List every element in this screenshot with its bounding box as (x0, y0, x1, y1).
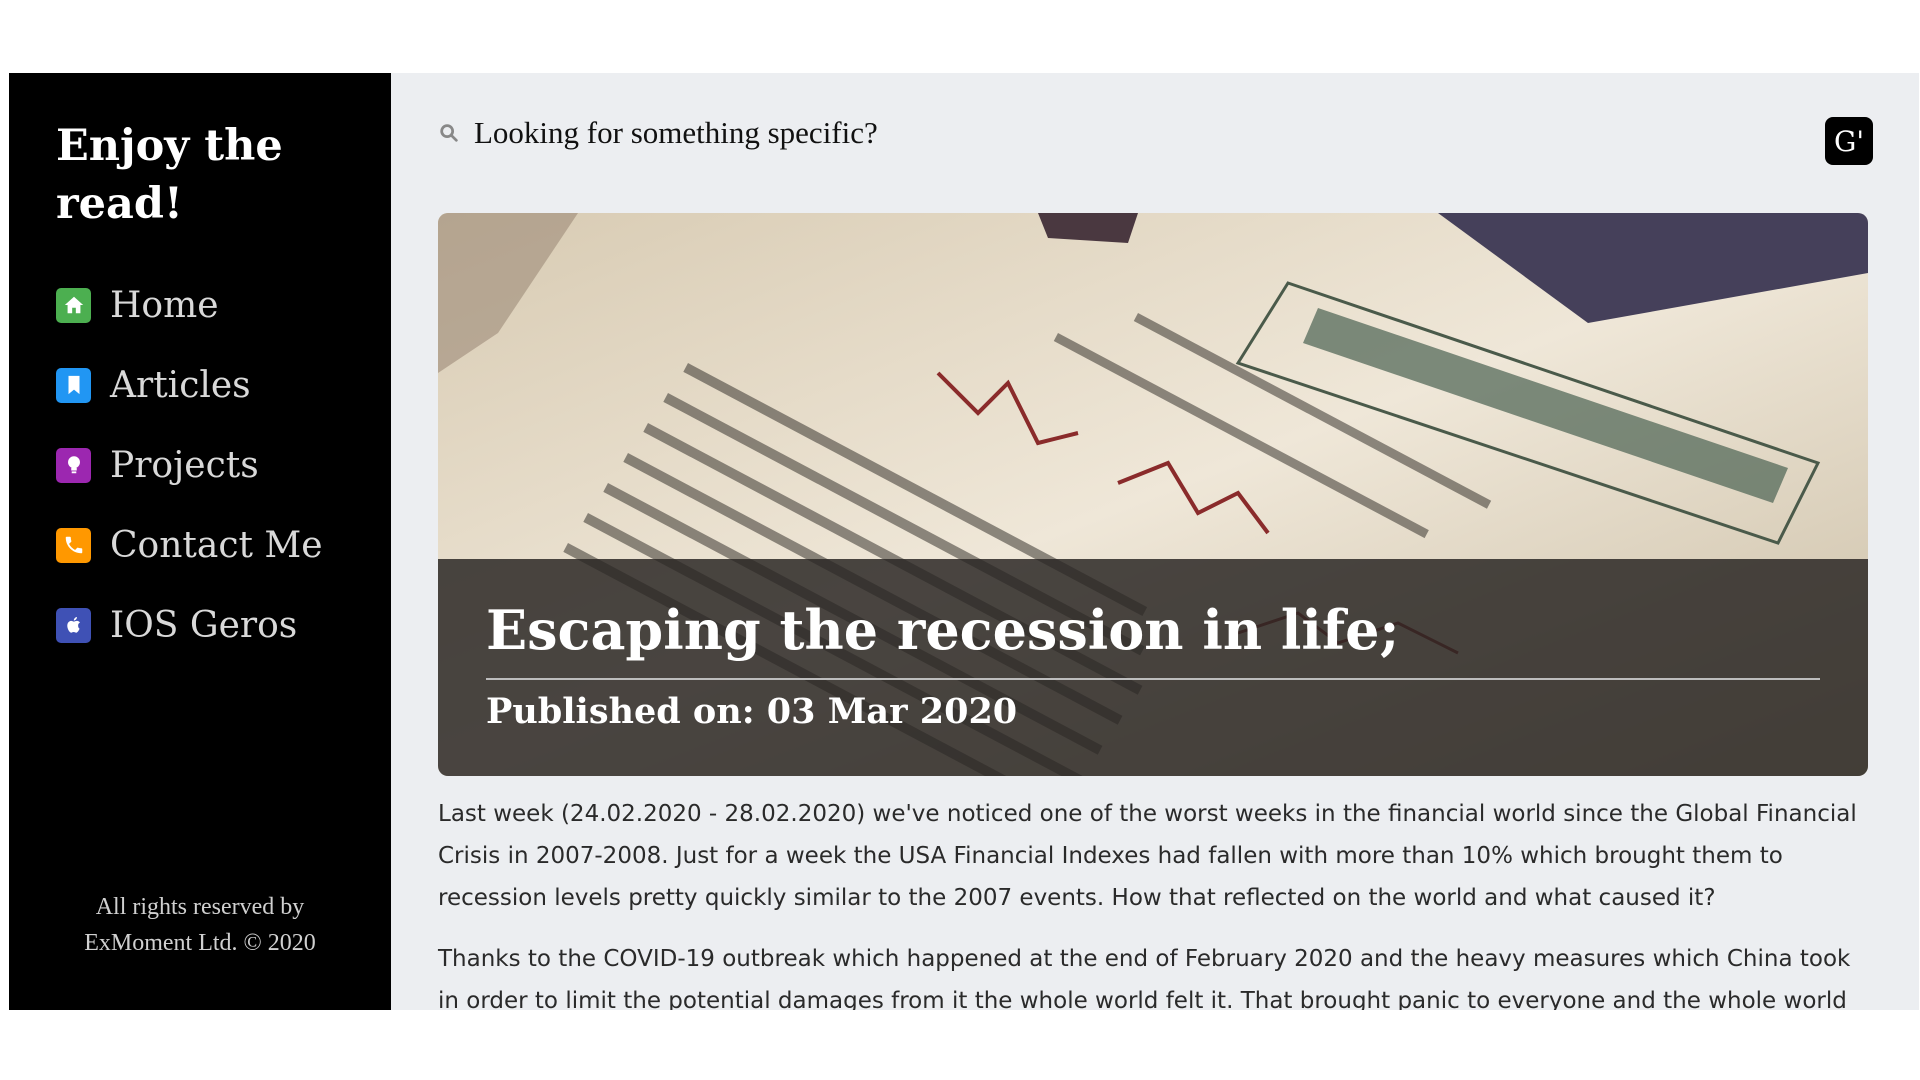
sidebar-item-projects[interactable]: Projects (56, 439, 323, 491)
sidebar-item-label: Projects (110, 444, 259, 486)
sidebar-item-label: IOS Geros (110, 604, 298, 646)
profile-badge-button[interactable]: G' (1825, 117, 1873, 165)
main-content: Looking for something specific? G' (391, 73, 1919, 1010)
app-window: Enjoy the read! Home Articles Projects (9, 73, 1919, 1010)
sidebar-item-contact[interactable]: Contact Me (56, 519, 323, 571)
home-icon (56, 287, 91, 323)
hero-banner[interactable]: Escaping the recession in life; Publishe… (438, 213, 1868, 776)
sidebar-item-ios-geros[interactable]: IOS Geros (56, 599, 323, 651)
article-paragraph: Last week (24.02.2020 - 28.02.2020) we'v… (438, 801, 1857, 911)
publish-date: Published on: 03 Mar 2020 (486, 691, 1018, 732)
search-bar[interactable]: Looking for something specific? (438, 115, 878, 151)
bookmark-icon (56, 367, 91, 403)
article-body: Last week (24.02.2020 - 28.02.2020) we'v… (438, 793, 1868, 1010)
sidebar-item-home[interactable]: Home (56, 279, 323, 331)
search-input[interactable]: Looking for something specific? (474, 115, 878, 150)
brand-title: Enjoy the read! (56, 121, 283, 229)
sidebar-item-label: Home (110, 284, 219, 326)
phone-icon (56, 527, 91, 563)
sidebar-item-label: Articles (110, 364, 251, 406)
sidebar-item-articles[interactable]: Articles (56, 359, 323, 411)
search-icon (440, 124, 458, 142)
hero-overlay (438, 559, 1868, 776)
sidebar-footer: All rights reserved by ExMoment Ltd. © 2… (9, 889, 391, 961)
apple-icon (56, 607, 91, 643)
sidebar-item-label: Contact Me (110, 524, 323, 566)
sidebar: Enjoy the read! Home Articles Projects (9, 73, 391, 1010)
article-paragraph: Thanks to the COVID-19 outbreak which ha… (438, 946, 1851, 1010)
sidebar-nav: Home Articles Projects Contact Me (56, 279, 323, 679)
hero-divider (486, 678, 1820, 680)
footer-rights: All rights reserved by (95, 894, 305, 920)
footer-copyright: ExMoment Ltd. © 2020 (84, 930, 316, 956)
article-title: Escaping the recession in life; (486, 598, 1400, 662)
lightbulb-icon (56, 447, 91, 483)
